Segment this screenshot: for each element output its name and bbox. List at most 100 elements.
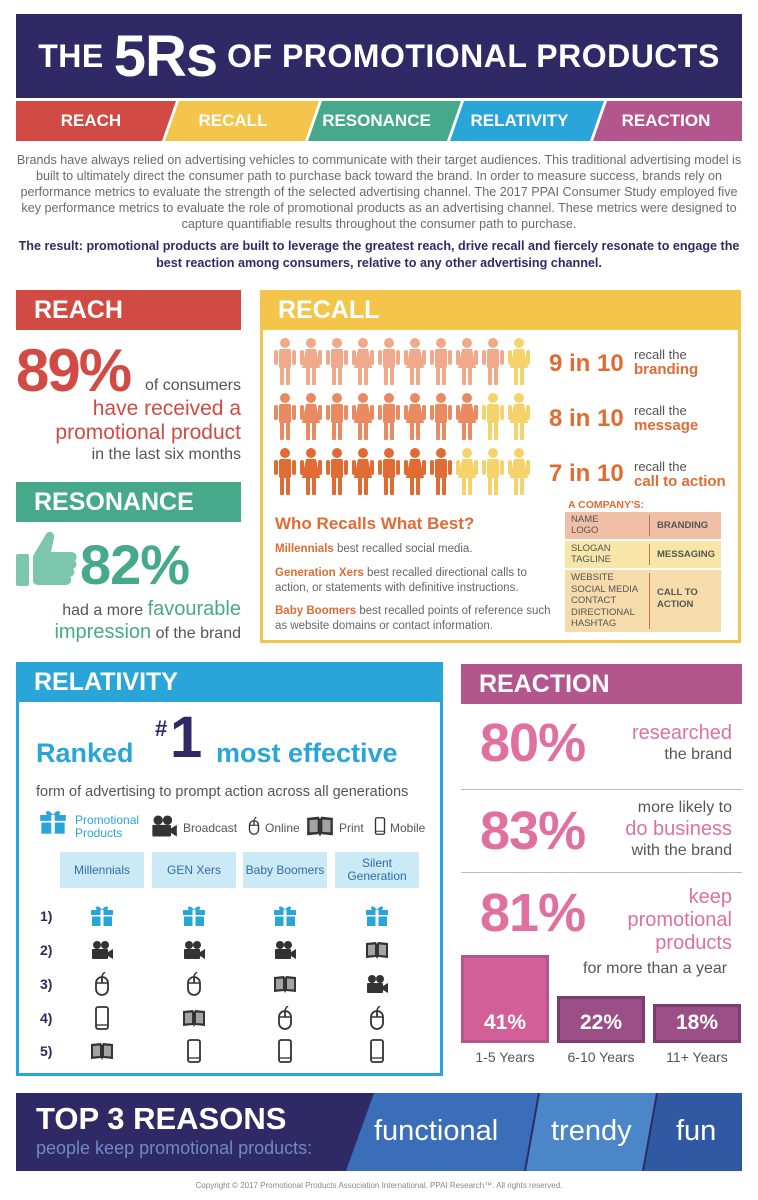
person-icon: [352, 448, 374, 495]
intro-paragraph: Brands have always relied on advertising…: [16, 153, 742, 231]
video-camera-icon: [275, 941, 296, 959]
who-millennials: Millennials best recalled social media.: [275, 542, 560, 557]
reaction-plain-text: with the brand: [631, 842, 732, 859]
title-banner: [16, 14, 742, 98]
years-bar-label: 11+ Years: [666, 1049, 728, 1065]
recall-label-bold: message: [634, 417, 699, 434]
recall-label-branding: recall the branding: [634, 347, 698, 377]
phone-icon: [370, 1039, 384, 1063]
people-row: [274, 338, 530, 385]
reaction-pink-text: promotional: [627, 909, 732, 931]
column-boomers: Baby Boomers: [243, 852, 327, 888]
person-icon: [326, 393, 348, 440]
recall-label-text: recall the: [634, 403, 687, 418]
recall-panel: [260, 330, 741, 643]
reach-heading: REACH: [16, 290, 241, 330]
person-icon: [352, 393, 374, 440]
person-icon: [482, 393, 504, 440]
legend-label: Online: [265, 821, 300, 835]
company-item: CONTACT: [571, 595, 617, 606]
rank-cell: [243, 1037, 327, 1065]
company-branding-label: BRANDING: [657, 520, 709, 531]
video-camera-icon: [152, 815, 177, 837]
person-icon: [508, 338, 530, 385]
person-icon: [300, 448, 322, 495]
person-icon: [404, 393, 426, 440]
company-item: LOGO: [571, 525, 599, 536]
legend-label: Broadcast: [183, 821, 238, 835]
rank-number-label: 5): [40, 1043, 53, 1059]
rank-number-label: 2): [40, 942, 53, 958]
reaction-percent-researched: 80%: [480, 713, 586, 773]
company-item: DIRECTIONAL: [571, 606, 635, 618]
person-icon: [300, 393, 322, 440]
recall-label-cta: recall the call to action: [634, 459, 726, 489]
phone-icon: [374, 817, 386, 835]
ribbon-reaction: REACTION: [621, 111, 711, 130]
rank-cell: [60, 970, 144, 998]
person-icon: [326, 448, 348, 495]
company-branding-items: NAME LOGO: [571, 514, 598, 536]
who-gen-label: Baby Boomers: [275, 605, 357, 617]
reaction-pink-text: do business: [625, 818, 732, 840]
phone-icon: [278, 1039, 292, 1063]
reasons-ribbon: [346, 1093, 742, 1171]
person-icon: [456, 448, 478, 495]
legend-label: Mobile: [390, 821, 426, 835]
company-item: TAGLINE: [571, 554, 611, 565]
person-icon: [404, 448, 426, 495]
who-gen-text: best recalled directional calls to actio…: [275, 567, 527, 594]
recall-stat-message: 8 in 10: [549, 405, 624, 432]
rank-cell: [60, 1004, 144, 1032]
reach-percent: 89%: [16, 337, 132, 404]
book-icon: [183, 1010, 205, 1027]
resonance-text-impression: impression: [54, 621, 152, 643]
video-camera-icon: [92, 941, 113, 959]
years-bar-value: 18%: [675, 1011, 719, 1034]
reach-line-2: have received a: [92, 397, 241, 420]
resonance-percent: 82%: [80, 533, 190, 596]
rank-cell: [335, 970, 419, 998]
person-icon: [352, 338, 374, 385]
reach-line-1: of consumers: [144, 377, 241, 394]
reaction-pink-text: keep: [688, 886, 732, 908]
mouse-icon: [95, 972, 109, 996]
divider: [461, 789, 742, 790]
rank-cell: [60, 936, 144, 964]
reason-fun: fun: [676, 1115, 717, 1147]
resonance-text-brand: of the brand: [155, 625, 241, 642]
who-recalls-title: Who Recalls What Best?: [275, 514, 475, 533]
rank-number-label: 4): [40, 1010, 53, 1026]
person-icon: [456, 393, 478, 440]
book-icon: [366, 942, 388, 959]
rank-number: 1: [170, 705, 203, 770]
years-bar: [653, 1004, 741, 1043]
gift-icon: [274, 906, 296, 926]
rank-cell: [243, 970, 327, 998]
company-item: HASHTAG: [571, 618, 617, 629]
thumbs-up-icon: [16, 531, 77, 586]
company-messaging-label: MESSAGING: [657, 549, 716, 560]
resonance-heading: RESONANCE: [16, 482, 241, 522]
person-icon: [456, 338, 478, 385]
five-rs-ribbon: [16, 101, 742, 141]
company-messaging-items: SLOGAN TAGLINE: [571, 543, 611, 565]
mouse-icon: [248, 816, 260, 835]
company-cta-group: WEBSITE SOCIAL MEDIA CONTACT DIRECTIONAL…: [565, 570, 721, 632]
reaction-pink-text: products: [655, 932, 732, 954]
book-icon: [91, 1043, 113, 1060]
company-item: SOCIAL MEDIA: [571, 583, 639, 595]
who-boomers: Baby Boomers best recalled points of ref…: [275, 604, 560, 634]
company-cta-items: WEBSITE SOCIAL MEDIA CONTACT DIRECTIONAL…: [571, 572, 638, 630]
gift-icon: [366, 906, 388, 926]
resonance-line-1: had a more favourable: [62, 598, 241, 621]
video-camera-icon: [367, 975, 388, 993]
gift-icon: [91, 906, 113, 926]
reaction-plain-text: more likely to: [637, 799, 732, 816]
legend-label: Promotional Products: [75, 813, 140, 840]
rank-number-label: 1): [40, 908, 53, 924]
rank-cell: [152, 902, 236, 930]
rank-cell: [152, 1037, 236, 1065]
rank-cell: [243, 902, 327, 930]
ribbon-resonance: RESONANCE: [322, 111, 431, 130]
